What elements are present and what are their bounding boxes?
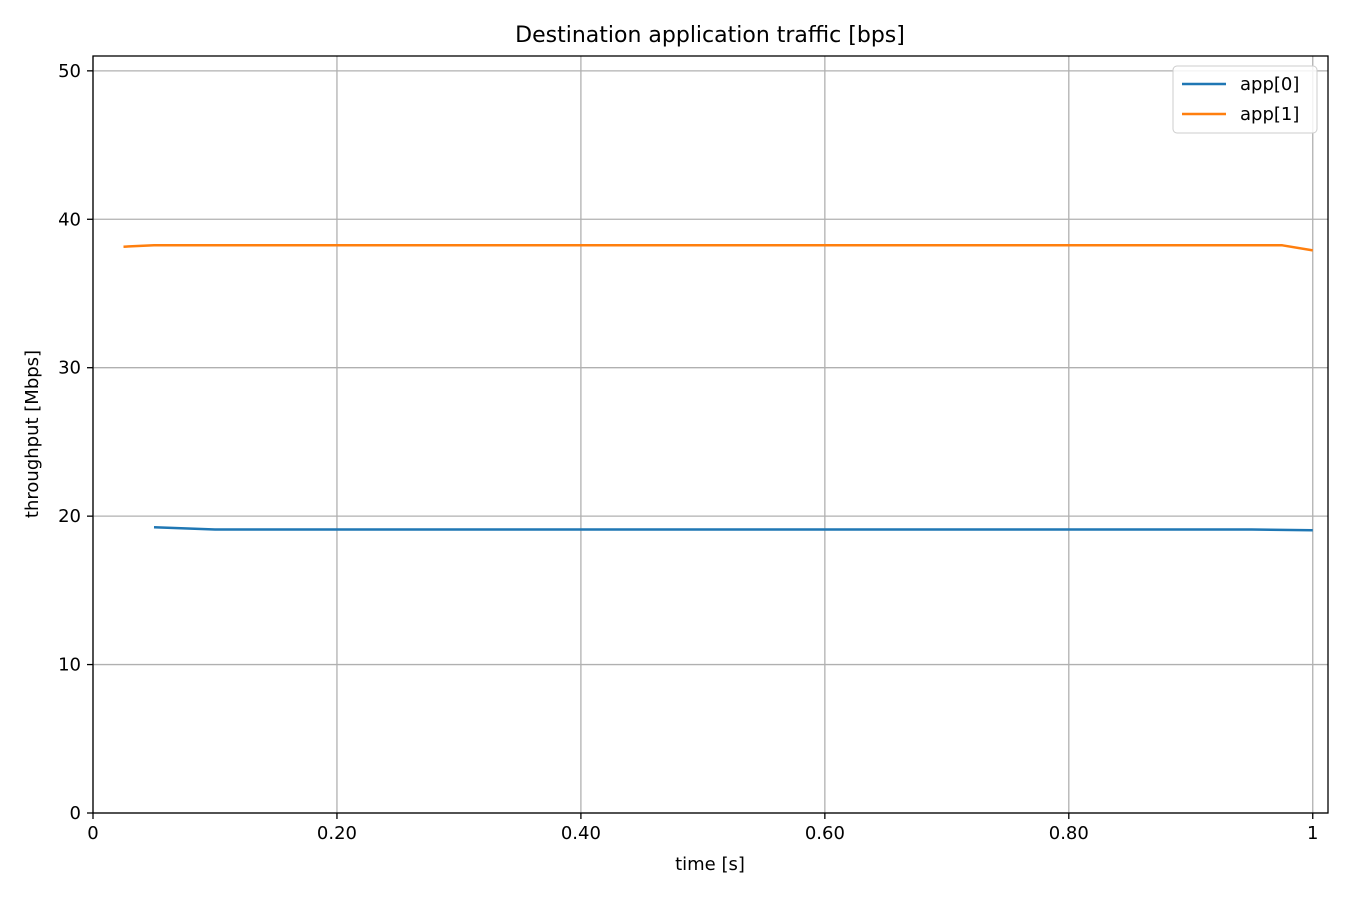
legend: app[0] app[1] bbox=[1172, 65, 1318, 134]
x-tick-label: 0 bbox=[87, 823, 98, 844]
plot-frame bbox=[92, 55, 1329, 814]
chart-title: Destination application traffic [bps] bbox=[515, 23, 905, 48]
y-tick-label: 0 bbox=[70, 803, 81, 824]
y-tick-label: 50 bbox=[58, 61, 81, 82]
x-tick-label: 1 bbox=[1307, 823, 1318, 844]
y-tick-label: 20 bbox=[58, 506, 81, 527]
series-line-app[1] bbox=[123, 244, 1314, 252]
y-tick-label: 40 bbox=[58, 209, 81, 230]
x-tick-label: 0.40 bbox=[561, 823, 601, 844]
y-tick-label: 30 bbox=[58, 358, 81, 379]
legend-label-app1: app[1] bbox=[1240, 104, 1299, 125]
series-lines bbox=[123, 244, 1314, 532]
x-tick-label: 0.20 bbox=[317, 823, 357, 844]
y-axis-label: throughput [Mbps] bbox=[22, 350, 43, 518]
x-tick-label: 0.80 bbox=[1049, 823, 1089, 844]
x-axis-label: time [s] bbox=[675, 854, 745, 875]
x-tick-label: 0.60 bbox=[805, 823, 845, 844]
legend-label-app0: app[0] bbox=[1240, 74, 1299, 95]
series-line-app[0] bbox=[153, 526, 1313, 532]
y-tick-label: 10 bbox=[58, 655, 81, 676]
